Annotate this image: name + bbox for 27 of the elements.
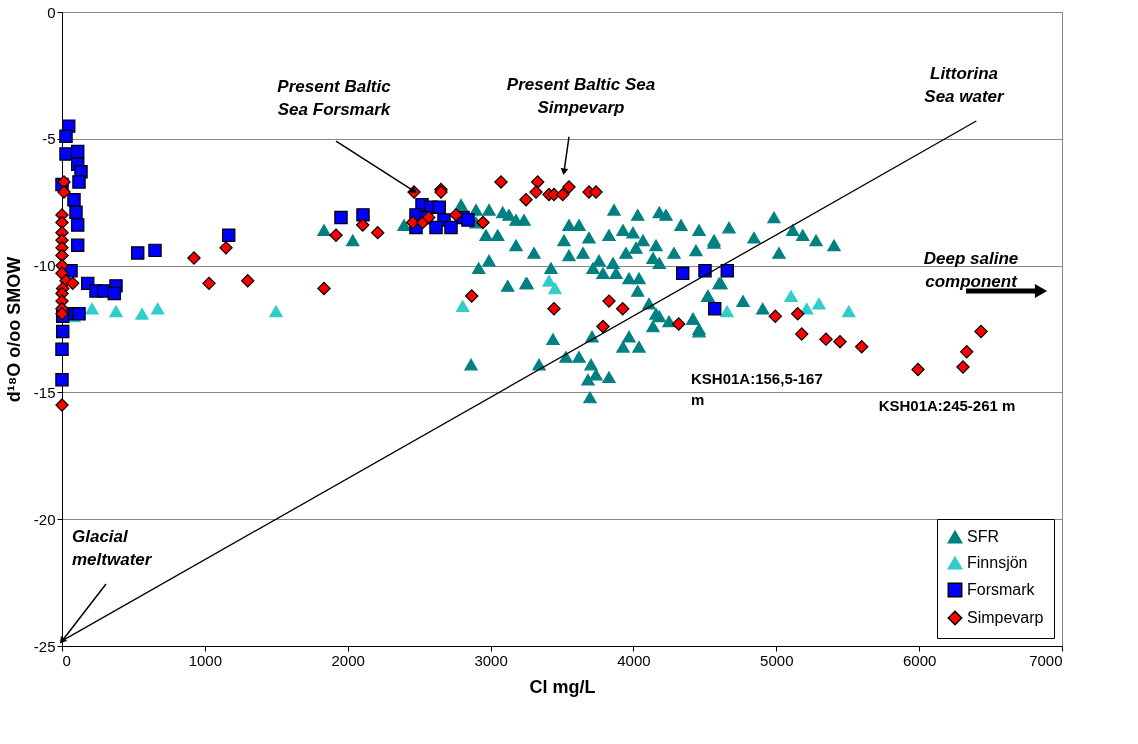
- annotation: KSH01A:156,5-167 m: [691, 369, 823, 408]
- legend-label: Simpevarp: [967, 609, 1044, 626]
- annotation: KSH01A:245-261 m: [878, 397, 1016, 415]
- legend-label: Forsmark: [967, 581, 1036, 598]
- y-tick-label: -20: [33, 510, 56, 528]
- annotation: Glacial meltwater: [72, 526, 153, 569]
- x-tick-label: 5000: [760, 651, 794, 669]
- x-tick-label: 6000: [902, 651, 937, 669]
- y-tick-label: -25: [33, 637, 56, 655]
- x-tick-label: 3000: [474, 651, 508, 669]
- x-tick-label: 4000: [617, 651, 651, 669]
- y-tick-label: 0: [47, 3, 56, 21]
- legend-label: SFR: [967, 528, 999, 545]
- y-tick-label: -5: [42, 130, 56, 148]
- x-axis-title: Cl mg/L: [529, 676, 596, 697]
- annotation: Present Baltic Sea Forsmark: [277, 77, 392, 120]
- annotation: Present Baltic Sea Simpevarp: [506, 74, 656, 117]
- annotation: Littorina Sea water: [924, 64, 1006, 107]
- x-tick-label: 0: [62, 651, 71, 669]
- x-tick-label: 1000: [188, 651, 223, 669]
- y-axis-title: d¹⁸O o/oo SMOW: [3, 256, 24, 403]
- y-tick-label: -10: [33, 257, 56, 275]
- y-tick-label: -15: [33, 383, 56, 401]
- x-tick-label: 7000: [1029, 651, 1063, 669]
- x-tick-label: 2000: [331, 651, 365, 669]
- legend-label: Finnsjön: [967, 554, 1028, 571]
- annotation: Deep saline component: [923, 248, 1019, 291]
